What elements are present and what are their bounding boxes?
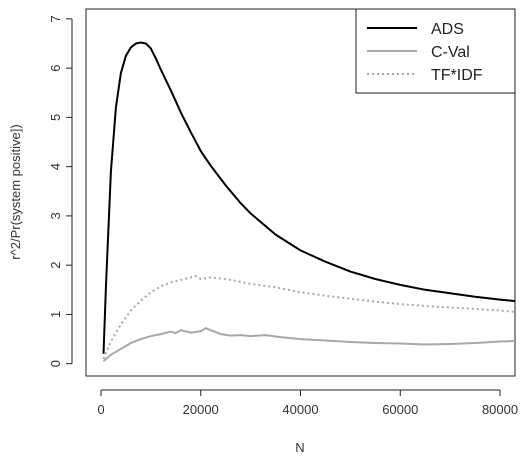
legend-label: TF*IDF [431,67,483,84]
x-axis: 0 20000 40000 60000 80000 [97,389,518,417]
x-tick-label: 80000 [482,402,518,417]
legend: ADS C-Val TF*IDF [355,8,516,94]
y-tick-label: 0 [48,360,63,367]
y-axis: 0 1 2 3 4 5 6 7 [48,15,73,367]
legend-label: C-Val [431,44,470,61]
x-tick-label: 20000 [183,402,219,417]
plot-frame [85,8,516,377]
x-axis-title: N [295,440,304,455]
series-layer [102,41,516,362]
y-tick-label: 7 [48,15,63,22]
y-tick-label: 6 [48,64,63,71]
legend-label: ADS [431,21,464,38]
series-line-ads [102,41,516,354]
plot-area [85,8,516,377]
x-tick-label: 60000 [382,402,418,417]
y-axis-title: r^2/Pr(system positive]) [8,124,23,259]
y-tick-label: 3 [48,212,63,219]
series-line-tf-idf [102,275,516,360]
y-tick-label: 4 [48,163,63,170]
y-tick-label: 5 [48,114,63,121]
y-tick-label: 1 [48,311,63,318]
x-tick-label: 40000 [282,402,318,417]
x-tick-label: 0 [97,402,104,417]
series-line-c-val [102,327,516,362]
y-tick-label: 2 [48,262,63,269]
